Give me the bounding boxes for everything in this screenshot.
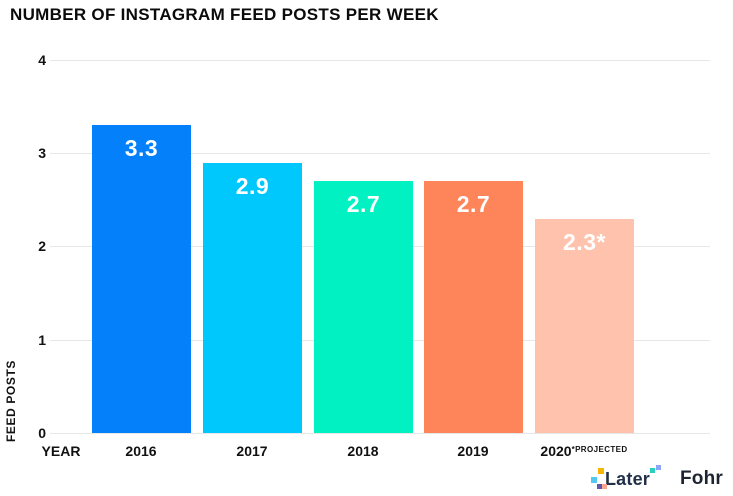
bar-2019: 2.7 [424,181,523,433]
bar-value-label: 2.7 [346,191,381,218]
bar-2017: 2.9 [203,162,302,433]
bar-value-label: 2.3* [563,228,606,255]
y-tick-label-1: 1 [38,332,46,348]
gridline-3 [50,153,710,154]
y-tick-label-3: 3 [38,145,46,161]
x-tick-label-2016: 2016 [125,443,157,459]
bar-value-label: 2.7 [456,191,491,218]
later-pixel-salmon-icon [601,484,607,489]
bar-2020-projected: 2.3* [535,218,634,433]
x-tick-label-2020-year: 2020 [540,443,572,459]
projected-suffix: *PROJECTED [571,445,628,454]
x-tick-label-2020: 2020*PROJECTED [504,443,664,459]
y-tick-label-0: 0 [38,425,46,441]
y-axis-title: FEED POSTS [4,359,18,442]
x-tick-label-2018: 2018 [347,443,379,459]
y-tick-label-2: 2 [38,238,46,254]
later-pixel-blue-icon [655,465,661,470]
later-logo: Later [589,465,664,490]
later-logo-text: Later [604,469,650,489]
later-pixel-purple-icon [596,484,602,489]
bar-value-label: 2.9 [235,172,270,199]
bar-2016: 3.3 [92,125,191,433]
x-tick-label-2019: 2019 [457,443,489,459]
gridline-4 [50,60,710,61]
x-axis-title: YEAR [41,443,81,459]
gridline-baseline [50,433,710,434]
x-tick-label-2017: 2017 [236,443,268,459]
later-pixel-yellow-icon [597,468,604,474]
bar-2018: 2.7 [314,181,413,433]
chart-title: NUMBER OF INSTAGRAM FEED POSTS PER WEEK [10,5,439,24]
y-tick-label-4: 4 [38,52,46,68]
later-pixel-teal-icon [649,468,655,473]
fohr-logo: Fohr [679,468,723,489]
footer-logos: Later Fohr [589,465,723,490]
later-pixel-cyan-icon [590,477,597,483]
bar-value-label: 3.3 [124,135,159,162]
